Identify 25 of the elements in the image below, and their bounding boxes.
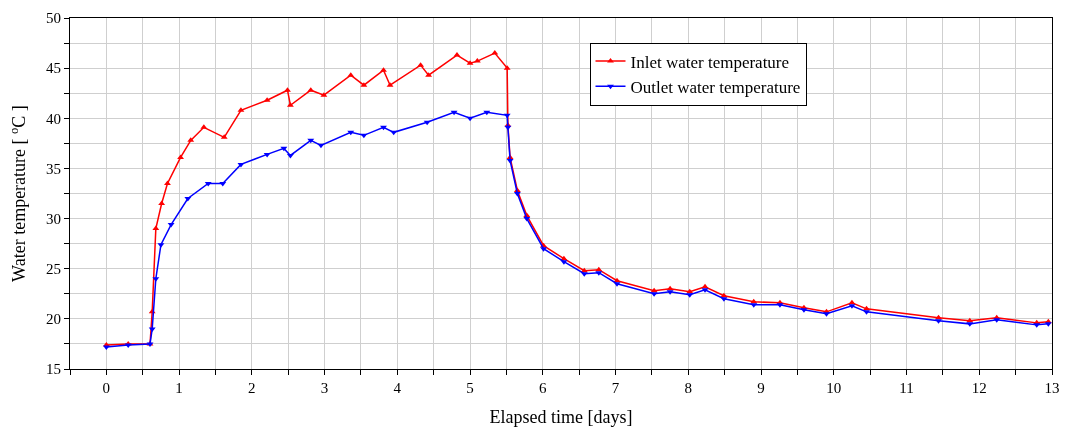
x-tick-label: 1 [175, 380, 183, 397]
y-tick-label: 50 [45, 10, 61, 27]
x-tick-label: 8 [684, 380, 693, 397]
y-tick-label: 25 [45, 260, 61, 277]
x-tick-label: 6 [539, 380, 548, 397]
x-tick-label: 5 [466, 380, 474, 397]
y-tick-label: 45 [45, 60, 61, 77]
x-tick-label: 12 [971, 380, 987, 397]
x-axis-title: Elapsed time [days] [489, 407, 633, 428]
x-tick-label: 3 [320, 380, 329, 397]
y-tick-label: 40 [45, 110, 61, 127]
x-tick-label: 10 [826, 380, 842, 397]
legend-label: Inlet water temperature [630, 52, 790, 72]
x-tick-label: 2 [248, 380, 256, 397]
x-tick-label: 13 [1044, 380, 1060, 397]
y-tick-label: 35 [45, 160, 61, 177]
legend-label: Outlet water temperature [630, 77, 801, 97]
y-tick-label: 15 [45, 361, 61, 378]
x-tick-label: 11 [899, 380, 914, 397]
y-tick-label: 20 [45, 311, 61, 328]
x-tick-label: 0 [102, 380, 111, 397]
x-tick-label: 4 [393, 380, 402, 397]
x-tick-label: 7 [611, 380, 620, 397]
x-tick-label: 9 [757, 380, 765, 397]
y-tick-label: 30 [45, 210, 61, 227]
